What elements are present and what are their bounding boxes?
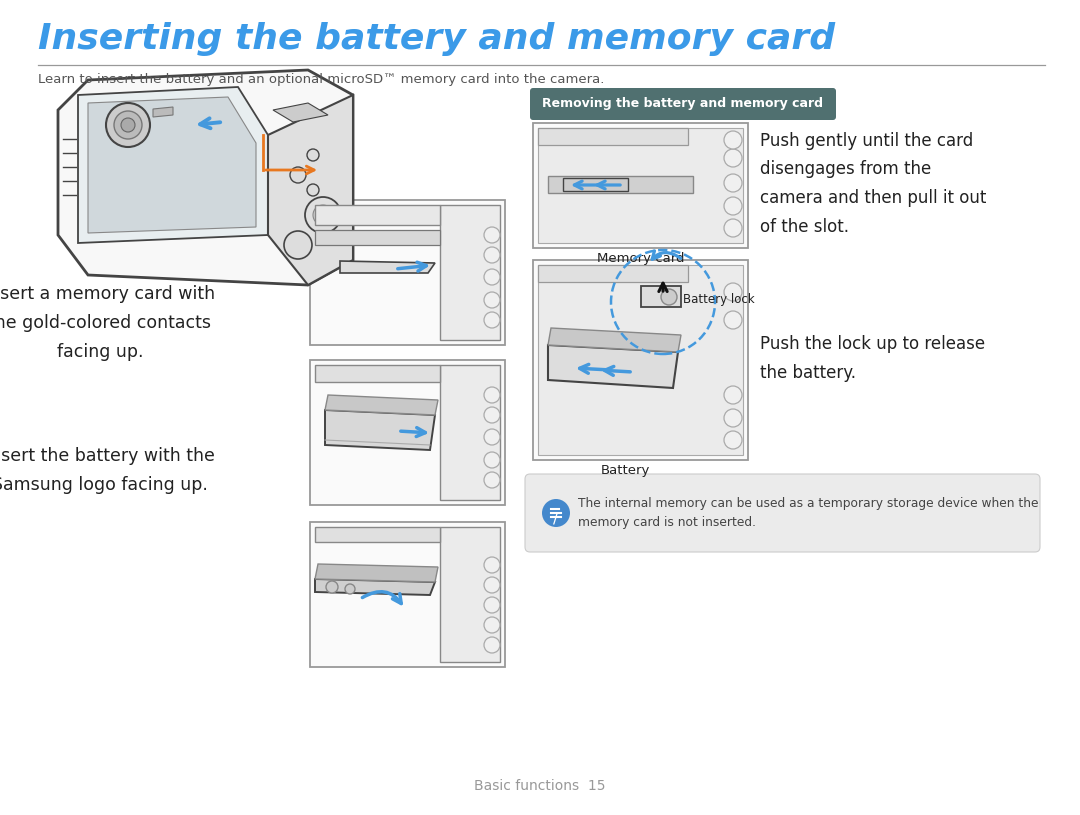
Circle shape bbox=[114, 111, 141, 139]
Polygon shape bbox=[538, 265, 743, 455]
Circle shape bbox=[724, 283, 742, 301]
Circle shape bbox=[291, 167, 306, 183]
Polygon shape bbox=[153, 107, 173, 117]
Polygon shape bbox=[440, 365, 500, 500]
Circle shape bbox=[484, 597, 500, 613]
Circle shape bbox=[724, 311, 742, 329]
Text: /: / bbox=[553, 513, 557, 526]
Polygon shape bbox=[563, 178, 627, 191]
Polygon shape bbox=[315, 205, 440, 225]
Circle shape bbox=[484, 312, 500, 328]
Text: Insert the battery with the
Samsung logo facing up.: Insert the battery with the Samsung logo… bbox=[0, 447, 215, 494]
Circle shape bbox=[484, 227, 500, 243]
Polygon shape bbox=[315, 527, 440, 542]
Text: Push the lock up to release
the battery.: Push the lock up to release the battery. bbox=[760, 335, 985, 381]
Polygon shape bbox=[538, 128, 743, 243]
Circle shape bbox=[484, 557, 500, 573]
Circle shape bbox=[484, 387, 500, 403]
Polygon shape bbox=[315, 564, 438, 582]
Polygon shape bbox=[315, 365, 440, 382]
Polygon shape bbox=[325, 395, 438, 415]
Circle shape bbox=[484, 577, 500, 593]
FancyBboxPatch shape bbox=[525, 474, 1040, 552]
Text: Battery: Battery bbox=[600, 464, 650, 477]
Polygon shape bbox=[87, 97, 256, 233]
Polygon shape bbox=[315, 230, 440, 245]
Circle shape bbox=[724, 386, 742, 404]
Polygon shape bbox=[58, 70, 353, 285]
Text: Push gently until the card
disengages from the
camera and then pull it out
of th: Push gently until the card disengages fr… bbox=[760, 132, 986, 236]
Circle shape bbox=[313, 205, 333, 225]
Circle shape bbox=[484, 637, 500, 653]
Text: Removing the battery and memory card: Removing the battery and memory card bbox=[542, 98, 824, 111]
Text: The internal memory can be used as a temporary storage device when the
memory ca: The internal memory can be used as a tem… bbox=[578, 497, 1039, 529]
Circle shape bbox=[484, 452, 500, 468]
Circle shape bbox=[724, 409, 742, 427]
Text: Insert a memory card with
the gold-colored contacts
facing up.: Insert a memory card with the gold-color… bbox=[0, 285, 216, 361]
Circle shape bbox=[121, 118, 135, 132]
Circle shape bbox=[106, 103, 150, 147]
Polygon shape bbox=[340, 261, 435, 273]
Polygon shape bbox=[273, 103, 328, 122]
Circle shape bbox=[484, 472, 500, 488]
Polygon shape bbox=[548, 345, 678, 388]
Circle shape bbox=[724, 174, 742, 192]
Circle shape bbox=[307, 184, 319, 196]
Circle shape bbox=[484, 269, 500, 285]
Polygon shape bbox=[538, 265, 688, 282]
Circle shape bbox=[724, 131, 742, 149]
Polygon shape bbox=[642, 286, 681, 307]
FancyBboxPatch shape bbox=[534, 123, 748, 248]
Polygon shape bbox=[440, 527, 500, 662]
Text: Memory card: Memory card bbox=[597, 252, 685, 265]
Text: Battery lock: Battery lock bbox=[683, 293, 755, 306]
Circle shape bbox=[484, 407, 500, 423]
Polygon shape bbox=[548, 176, 693, 193]
Circle shape bbox=[484, 617, 500, 633]
Circle shape bbox=[724, 431, 742, 449]
Text: Inserting the battery and memory card: Inserting the battery and memory card bbox=[38, 22, 835, 56]
Polygon shape bbox=[548, 328, 681, 352]
Polygon shape bbox=[78, 87, 268, 243]
Circle shape bbox=[484, 429, 500, 445]
Circle shape bbox=[661, 289, 677, 305]
Circle shape bbox=[307, 149, 319, 161]
Polygon shape bbox=[538, 128, 688, 145]
Polygon shape bbox=[325, 410, 435, 450]
Circle shape bbox=[484, 292, 500, 308]
Circle shape bbox=[724, 219, 742, 237]
Text: Basic functions  15: Basic functions 15 bbox=[474, 779, 606, 793]
Circle shape bbox=[326, 581, 338, 593]
Circle shape bbox=[542, 499, 570, 527]
Circle shape bbox=[305, 197, 341, 233]
Circle shape bbox=[345, 584, 355, 594]
Circle shape bbox=[724, 149, 742, 167]
Circle shape bbox=[284, 231, 312, 259]
Polygon shape bbox=[315, 579, 435, 595]
FancyBboxPatch shape bbox=[534, 260, 748, 460]
Text: Learn to insert the battery and an optional microSD™ memory card into the camera: Learn to insert the battery and an optio… bbox=[38, 73, 605, 86]
FancyBboxPatch shape bbox=[310, 360, 505, 505]
Polygon shape bbox=[268, 95, 353, 285]
FancyBboxPatch shape bbox=[310, 522, 505, 667]
FancyBboxPatch shape bbox=[530, 88, 836, 120]
Circle shape bbox=[484, 247, 500, 263]
Polygon shape bbox=[440, 205, 500, 340]
Circle shape bbox=[724, 197, 742, 215]
FancyBboxPatch shape bbox=[310, 200, 505, 345]
